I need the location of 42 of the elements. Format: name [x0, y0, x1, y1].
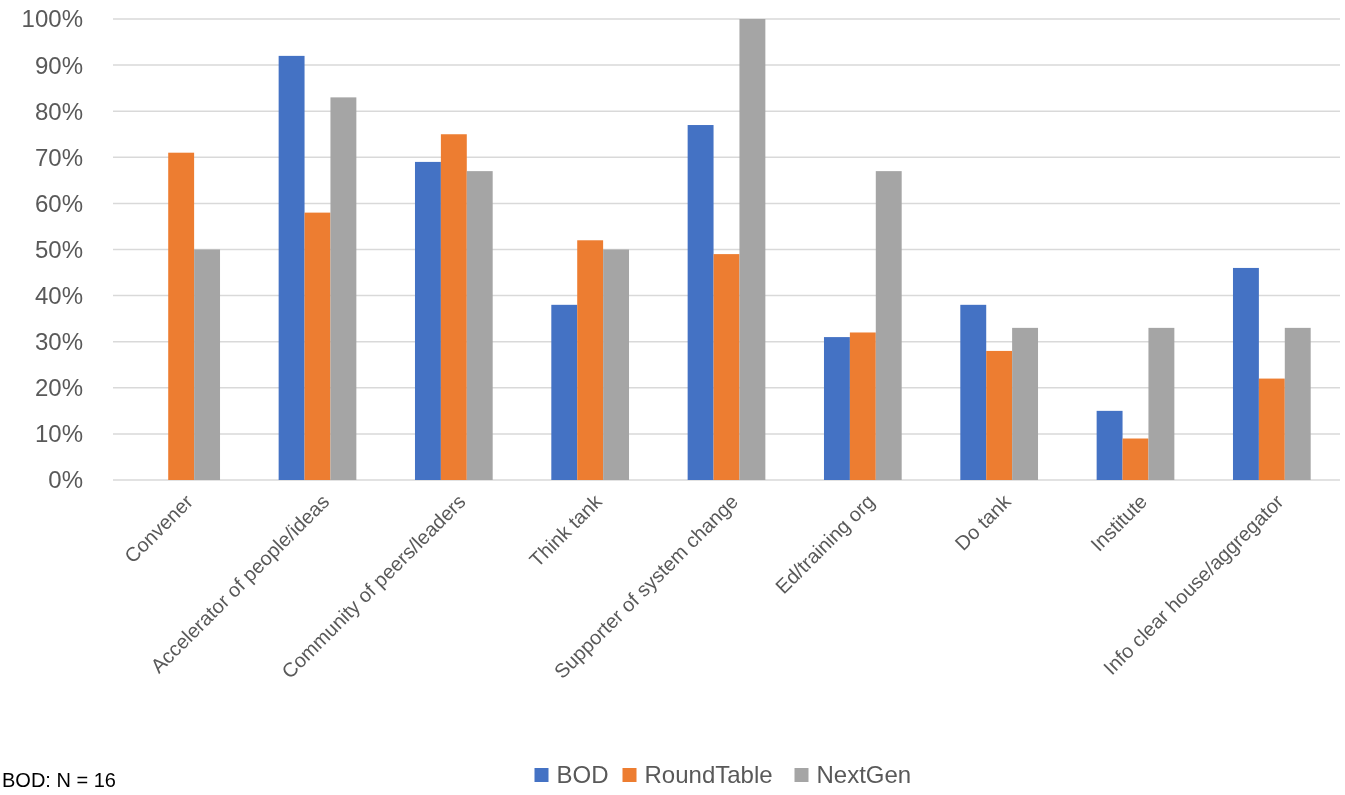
bar: [278, 55, 305, 480]
bar: [960, 304, 987, 480]
bar: [713, 254, 740, 480]
y-tick-label: 40%: [34, 282, 83, 309]
bar: [414, 161, 441, 480]
bar: [551, 304, 578, 480]
bar: [687, 125, 714, 480]
bar: [739, 19, 766, 480]
legend-label: BOD: [556, 761, 609, 789]
y-tick-label: 50%: [34, 235, 83, 263]
y-tick-label: 20%: [34, 374, 83, 402]
bar: [1258, 378, 1285, 480]
y-tick-label: 60%: [34, 189, 83, 217]
bar: [849, 332, 876, 480]
bar: [1148, 327, 1175, 480]
bar: [194, 249, 221, 480]
y-tick-label: 90%: [34, 51, 83, 79]
text: BOD: N = 16: [2, 769, 116, 791]
y-tick-label: 100%: [21, 5, 83, 33]
bar: [1012, 327, 1039, 480]
bar: [440, 134, 467, 480]
y-tick-label: 10%: [34, 420, 83, 448]
y-tick-label: 80%: [34, 97, 83, 125]
bar: [168, 152, 195, 480]
x-tick-label: Do tank: [950, 489, 1016, 555]
y-tick-label: 30%: [34, 328, 83, 356]
bar: [1284, 327, 1311, 480]
bar: [1122, 438, 1149, 480]
bar: [330, 97, 357, 480]
bar: [986, 350, 1013, 480]
bar: [603, 249, 630, 480]
y-tick-label: 0%: [48, 466, 83, 494]
bar: [875, 171, 902, 480]
bar: [304, 212, 331, 480]
legend-label: NextGen: [816, 761, 912, 789]
bar: [1232, 267, 1259, 480]
bar: [823, 337, 850, 480]
bar: [1096, 410, 1123, 480]
legend-label: RoundTable: [644, 761, 773, 789]
bar: [577, 240, 604, 480]
y-tick-label: 70%: [34, 143, 83, 171]
bar: [466, 171, 493, 480]
